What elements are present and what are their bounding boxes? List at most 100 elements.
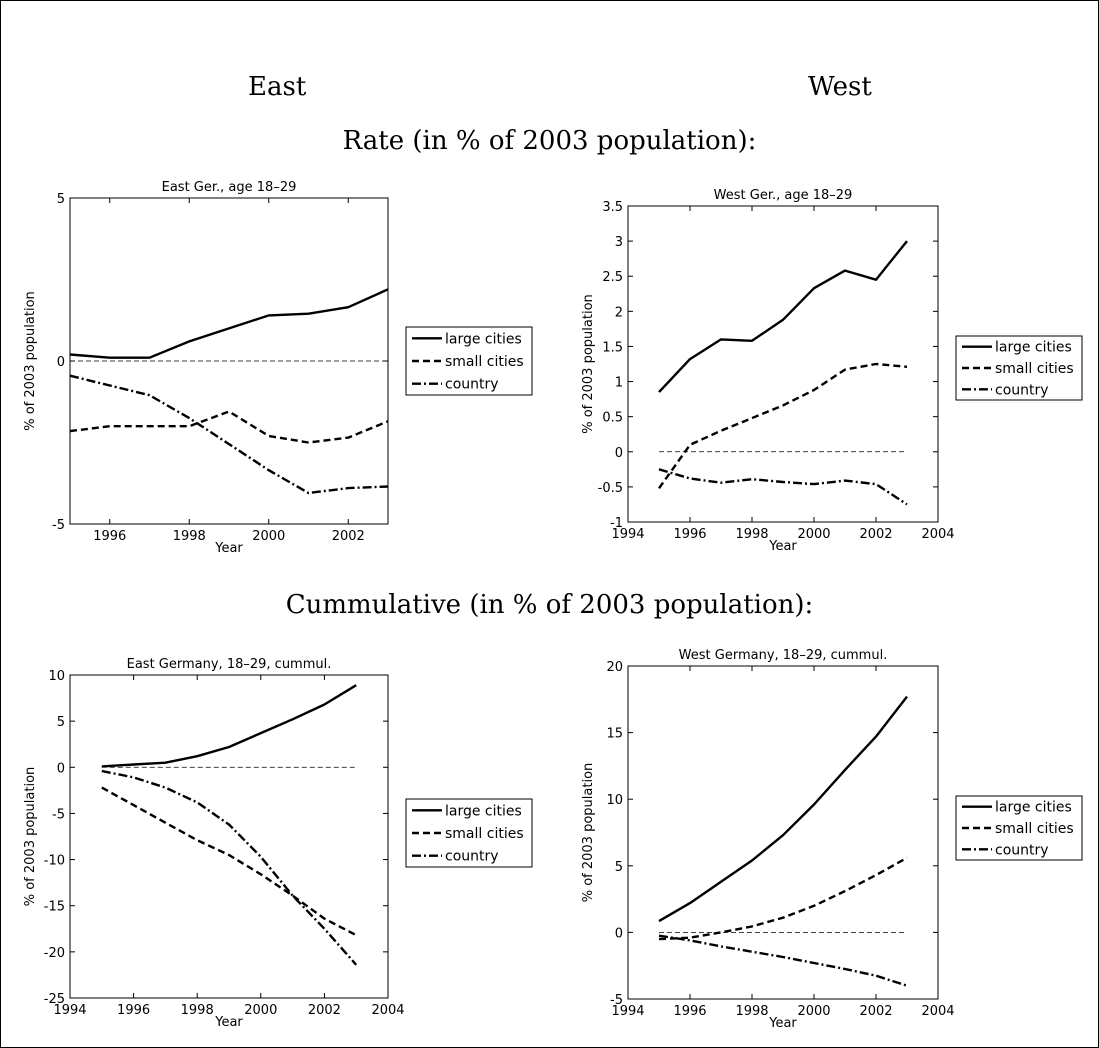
legend-label-3: country — [995, 382, 1049, 398]
chart-title: West Ger., age 18–29 — [714, 188, 853, 203]
legend-label-1: large cities — [445, 331, 522, 347]
section-heading-rate: Rate (in % of 2003 population): — [342, 126, 757, 156]
x-tick-label: 2002 — [859, 1004, 892, 1019]
x-axis-label: Year — [214, 1015, 243, 1030]
y-tick-label: 0 — [615, 446, 623, 461]
y-axis-label: % of 2003 population — [581, 763, 596, 903]
series-line-2 — [69, 410, 389, 444]
y-tick-label: 5 — [57, 192, 65, 207]
chart-1: East Ger., age 18–29 1996 1998 2000 2002 -5 0 5… — [23, 180, 533, 556]
x-tick-label: 1998 — [181, 1003, 214, 1018]
legend-label-2: small cities — [445, 354, 524, 370]
x-tick-label: 1996 — [93, 529, 126, 544]
y-axis-label: % of 2003 population — [23, 291, 38, 431]
y-tick-label: -25 — [44, 992, 65, 1007]
y-tick-label: 0 — [615, 926, 623, 941]
column-heading-east: East — [248, 72, 307, 102]
x-tick-label: 2004 — [921, 1004, 954, 1019]
legend-label-3: country — [445, 377, 499, 393]
y-tick-label: -1 — [610, 516, 623, 531]
y-tick-label: 0.5 — [602, 411, 623, 426]
column-heading-west: West — [808, 72, 872, 102]
y-tick-label: 5 — [57, 715, 65, 730]
x-tick-label: 1994 — [53, 1003, 86, 1018]
y-tick-label: 1.5 — [602, 340, 623, 355]
y-tick-label: -15 — [44, 900, 65, 915]
y-tick-label: 3 — [615, 235, 623, 250]
x-tick-label: 2002 — [332, 529, 365, 544]
y-tick-label: -10 — [44, 854, 65, 869]
series-line-1 — [69, 288, 389, 359]
series-line-1 — [658, 695, 908, 923]
y-tick-label: 2 — [615, 305, 623, 320]
x-tick-label: 1996 — [673, 1004, 706, 1019]
plot-area — [69, 197, 389, 525]
chart-4: West Germany, 18–29, cummul. 1994 1996 1998… — [581, 648, 1083, 1031]
series-line-3 — [658, 468, 908, 506]
series-line-2 — [101, 786, 357, 937]
y-tick-label: -5 — [52, 518, 65, 533]
x-tick-label: 2004 — [371, 1003, 404, 1018]
series-line-3 — [69, 374, 389, 495]
section-heading-cumulative: Cummulative (in % of 2003 population): — [285, 590, 814, 620]
legend-label-1: large cities — [995, 340, 1072, 356]
y-tick-label: 2.5 — [602, 270, 623, 285]
chart-title: West Germany, 18–29, cummul. — [679, 648, 888, 663]
y-tick-label: 15 — [606, 727, 623, 742]
x-tick-label: 2000 — [797, 527, 830, 542]
x-tick-label: 1998 — [735, 1004, 768, 1019]
y-axis-label: % of 2003 population — [23, 767, 38, 907]
chart-2: West Ger., age 18–29 1994 1996 1998 2000 2002… — [581, 188, 1083, 554]
y-tick-label: 3.5 — [602, 200, 623, 215]
y-tick-label: -5 — [610, 993, 623, 1008]
legend-label-3: country — [445, 849, 499, 865]
y-tick-label: 0 — [57, 355, 65, 370]
legend: large cities small cities country — [955, 335, 1083, 401]
y-tick-label: -5 — [52, 807, 65, 822]
x-tick-label: 1996 — [673, 527, 706, 542]
x-tick-label: 1996 — [117, 1003, 150, 1018]
x-axis-label: Year — [768, 1016, 797, 1031]
y-tick-label: 0 — [57, 761, 65, 776]
y-tick-label: 1 — [615, 376, 623, 391]
series-line-1 — [101, 684, 357, 768]
y-tick-label: 10 — [606, 793, 623, 808]
legend: large cities small cities country — [405, 798, 533, 868]
y-tick-label: 5 — [615, 860, 623, 875]
legend: large cities small cities country — [955, 795, 1083, 861]
y-tick-label: 10 — [48, 669, 65, 684]
legend-label-2: small cities — [995, 821, 1074, 837]
chart-title: East Ger., age 18–29 — [162, 180, 297, 195]
x-axis-label: Year — [768, 539, 797, 554]
y-axis-label: % of 2003 population — [581, 294, 596, 434]
series-line-2 — [658, 362, 908, 489]
legend-label-2: small cities — [445, 826, 524, 842]
x-tick-label: 2000 — [252, 529, 285, 544]
x-tick-label: 2002 — [859, 527, 892, 542]
series-line-3 — [658, 934, 908, 987]
x-tick-label: 1994 — [611, 527, 644, 542]
x-tick-label: 1998 — [173, 529, 206, 544]
x-tick-label: 1994 — [611, 1004, 644, 1019]
legend-label-1: large cities — [995, 800, 1072, 816]
x-tick-label: 2002 — [308, 1003, 341, 1018]
legend-label-2: small cities — [995, 361, 1074, 377]
plot-area — [69, 674, 389, 999]
x-axis-label: Year — [214, 541, 243, 556]
y-tick-label: -20 — [44, 946, 65, 961]
series-line-3 — [101, 769, 358, 966]
legend: large cities small cities country — [405, 326, 533, 396]
legend-label-1: large cities — [445, 803, 522, 819]
series-line-2 — [658, 856, 908, 941]
x-tick-label: 1998 — [735, 527, 768, 542]
series-line-1 — [658, 240, 908, 393]
chart-title: East Germany, 18–29, cummul. — [127, 657, 332, 672]
y-tick-label: 20 — [606, 660, 623, 675]
chart-3: East Germany, 18–29, cummul. 1994 1996 1998… — [23, 657, 533, 1030]
x-tick-label: 2000 — [244, 1003, 277, 1018]
plot-area — [627, 205, 939, 523]
legend-label-3: country — [995, 842, 1049, 858]
y-tick-label: -0.5 — [598, 481, 623, 496]
x-tick-label: 2000 — [797, 1004, 830, 1019]
